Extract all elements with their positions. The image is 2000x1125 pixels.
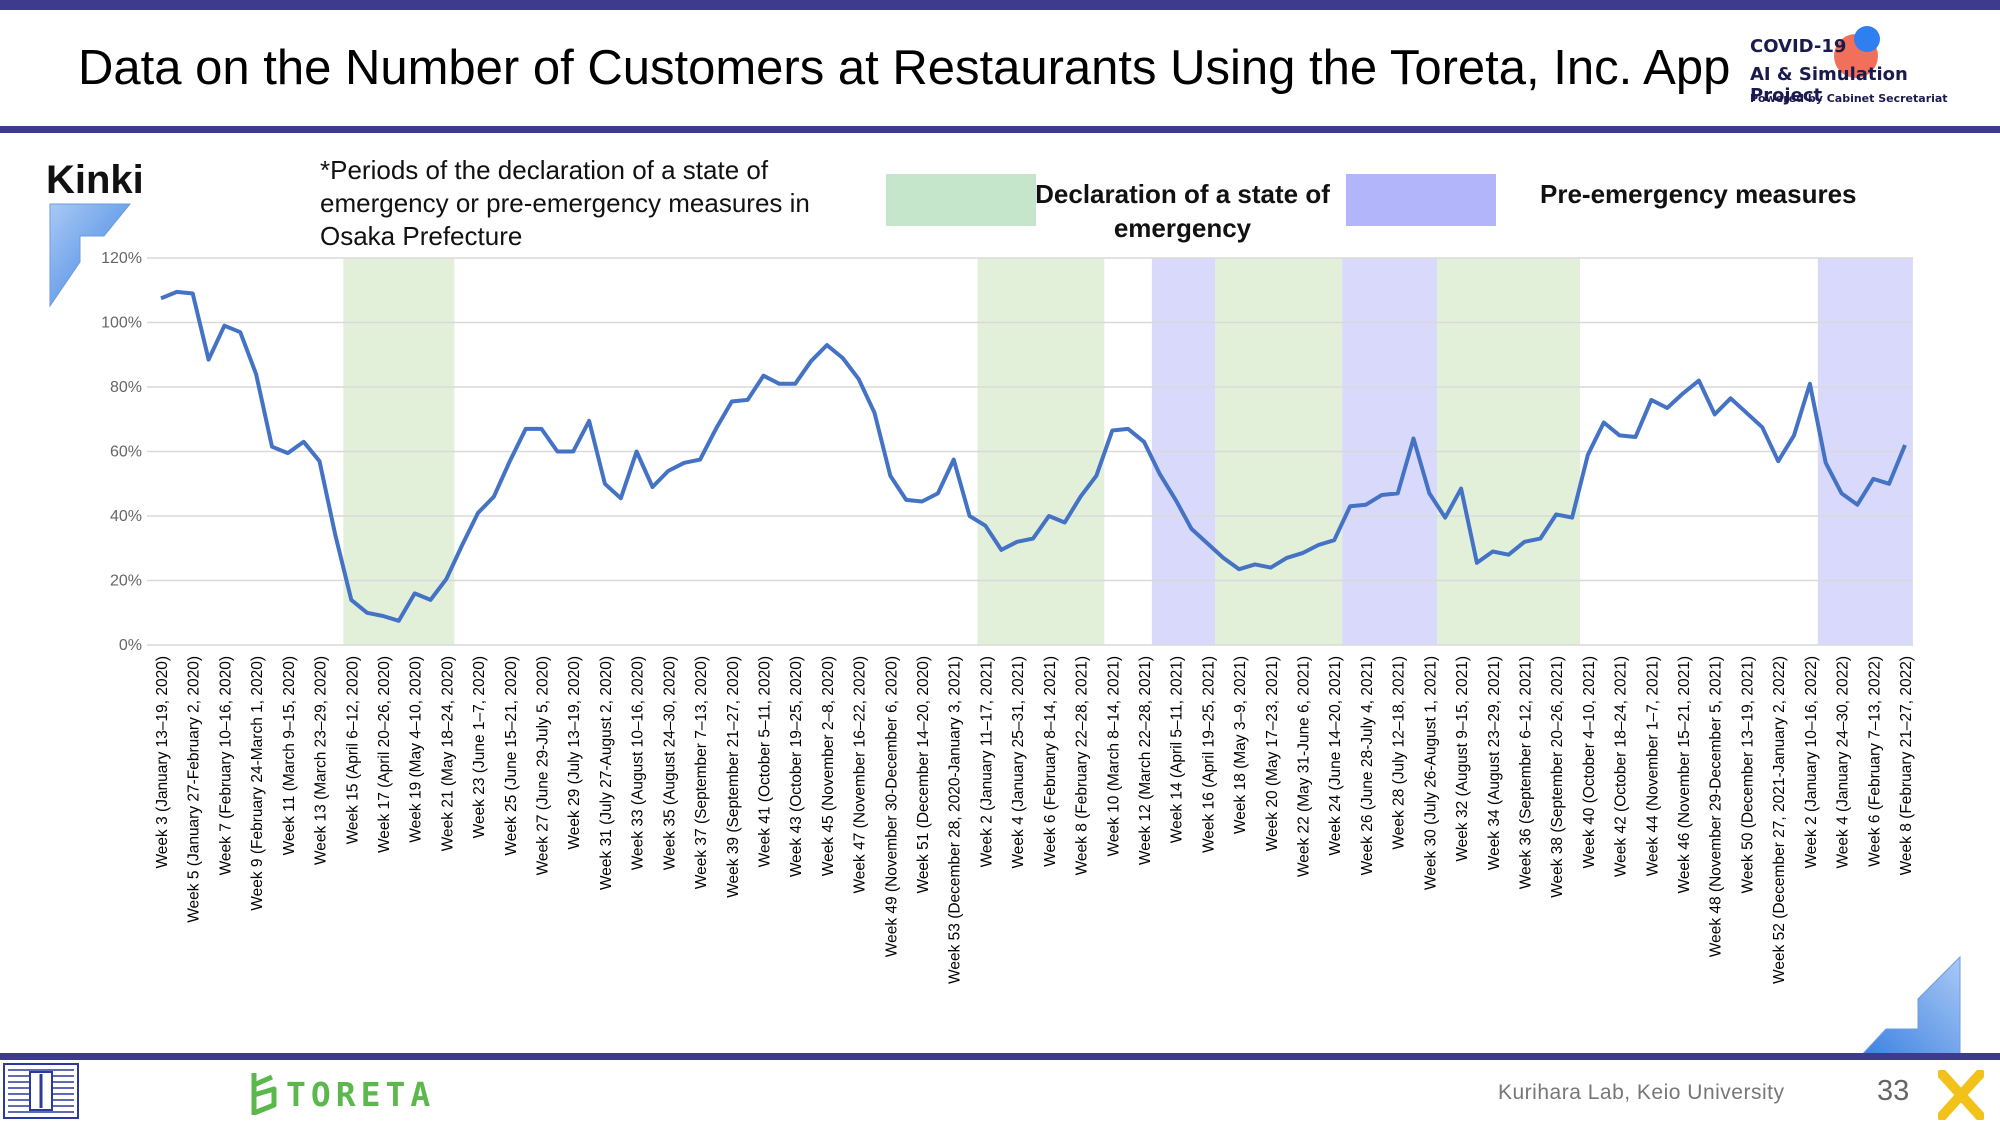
corner-arrow-icon xyxy=(49,203,132,308)
x-tick-label: Week 20 (May 17–23, 2021) xyxy=(1264,656,1281,851)
x-tick-label: Week 43 (October 19–25, 2020) xyxy=(788,656,805,877)
legend-swatch-emergency xyxy=(886,174,1036,226)
x-tick-label: Week 31 (July 27-August 2, 2020) xyxy=(598,656,615,890)
logo-blue-dot xyxy=(1854,26,1880,52)
x-tick-label: Week 26 (June 28-July 4, 2021) xyxy=(1359,656,1376,875)
series-line xyxy=(160,289,1907,623)
x-tick-label: Week 53 (December 28, 2020-January 3, 20… xyxy=(947,656,964,984)
y-tick-label: 60% xyxy=(110,444,142,461)
x-tick-label: Week 48 (November 29-December 5, 2021) xyxy=(1708,656,1725,957)
x-tick-label: Week 17 (April 20–26, 2020) xyxy=(376,656,393,853)
x-tick-label: Week 13 (March 23–29, 2020) xyxy=(313,656,330,865)
x-tick-label: Week 6 (February 7–13, 2022) xyxy=(1866,656,1883,867)
x-tick-label: Week 10 (March 8–14, 2021) xyxy=(1105,656,1122,856)
legend-label-emergency: Declaration of a state of emergency xyxy=(1035,179,1330,243)
x-tick-label: Week 21 (May 18–24, 2020) xyxy=(439,656,456,851)
y-tick-label: 40% xyxy=(110,508,142,525)
legend-label-pre-emergency: Pre-emergency measures xyxy=(1540,179,1857,209)
project-logo: COVID-19 AI & Simulation Project Powered… xyxy=(1742,24,1982,114)
footer-rule xyxy=(0,1053,2000,1060)
x-tick-label: Week 41 (October 5–11, 2020) xyxy=(756,656,773,867)
cross-mark-icon xyxy=(1938,1070,1984,1120)
x-tick-label: Week 29 (July 13–19, 2020) xyxy=(566,656,583,850)
x-tick-label: Week 8 (February 21–27, 2022) xyxy=(1898,656,1915,875)
y-tick-label: 80% xyxy=(110,379,142,396)
y-tick-label: 100% xyxy=(101,315,142,332)
x-tick-label: Week 12 (March 22–28, 2021) xyxy=(1137,656,1154,865)
x-tick-label: Week 5 (January 27-February 2, 2020) xyxy=(186,656,203,923)
y-tick-label: 120% xyxy=(101,250,142,267)
x-tick-label: Week 7 (February 10–16, 2020) xyxy=(217,656,234,875)
logo-line-2: AI & Simulation Project xyxy=(1750,64,1908,106)
logo-line-1: COVID-19 xyxy=(1750,36,1847,57)
x-tick-label: Week 2 (January 11–17, 2021) xyxy=(978,656,995,867)
x-tick-label: Week 40 (October 4–10, 2021) xyxy=(1581,656,1598,869)
x-tick-label: Week 33 (August 10–16, 2020) xyxy=(630,656,647,870)
x-tick-label: Week 2 (January 10–16, 2022) xyxy=(1803,656,1820,869)
x-tick-label: Week 14 (April 5–11, 2021) xyxy=(1169,656,1186,843)
x-tick-label: Week 23 (June 1–7, 2020) xyxy=(471,656,488,838)
x-tick-label: Week 42 (October 18–24, 2021) xyxy=(1613,656,1630,877)
x-tick-label: Week 19 (May 4–10, 2020) xyxy=(408,656,425,843)
x-tick-label: Week 38 (September 20–26, 2021) xyxy=(1549,656,1566,898)
x-tick-label: Week 36 (September 6–12, 2021) xyxy=(1517,656,1534,889)
x-tick-label: Week 24 (June 14–20, 2021) xyxy=(1327,656,1344,856)
page-title: Data on the Number of Customers at Resta… xyxy=(78,41,1731,95)
x-tick-label: Week 32 (August 9–15, 2021) xyxy=(1454,656,1471,862)
x-tick-label: Week 3 (January 13–19, 2020) xyxy=(154,656,171,869)
x-tick-label: Week 28 (July 12–18, 2021) xyxy=(1391,656,1408,850)
toreta-brand: TORETA xyxy=(286,1074,436,1114)
x-tick-label: Week 30 (July 26-August 1, 2021) xyxy=(1422,656,1439,890)
footer-lab: Kurihara Lab, Keio University xyxy=(1498,1081,1785,1104)
x-tick-label: Week 15 (April 6–12, 2020) xyxy=(344,656,361,844)
x-tick-label: Week 4 (January 24–30, 2022) xyxy=(1835,656,1852,869)
x-tick-label: Week 22 (May 31-June 6, 2021) xyxy=(1296,656,1313,877)
x-tick-label: Week 16 (April 19–25, 2021) xyxy=(1200,656,1217,853)
x-tick-label: Week 35 (August 24–30, 2020) xyxy=(661,656,678,870)
x-tick-label: Week 6 (February 8–14, 2021) xyxy=(1042,656,1059,867)
legend-swatch-pre-emergency xyxy=(1346,174,1496,226)
x-tick-label: Week 8 (February 22–28, 2021) xyxy=(1074,656,1091,875)
x-tick-label: Week 46 (November 15–21, 2021) xyxy=(1676,656,1693,894)
period-note: *Periods of the declaration of a state o… xyxy=(320,155,810,251)
x-tick-label: Week 39 (September 21–27, 2020) xyxy=(725,656,742,898)
x-tick-label: Week 50 (December 13–19, 2021) xyxy=(1739,656,1756,894)
x-tick-label: Week 11 (March 9–15, 2020) xyxy=(281,656,298,855)
corner-arrow-icon-bottom xyxy=(1856,955,1961,1060)
header-rule xyxy=(0,126,2000,133)
toreta-mark-icon xyxy=(251,1073,277,1116)
x-tick-label: Week 45 (November 2–8, 2020) xyxy=(820,656,837,876)
x-tick-label: Week 52 (December 27, 2021-January 2, 20… xyxy=(1771,656,1788,984)
top-bar xyxy=(0,0,2000,10)
toreta-logo: TORETA xyxy=(248,1070,435,1118)
x-tick-label: Week 4 (January 25–31, 2021) xyxy=(1010,656,1027,869)
y-tick-label: 0% xyxy=(119,637,142,654)
region-label: Kinki xyxy=(46,158,144,202)
x-tick-label: Week 9 (February 24-March 1, 2020) xyxy=(249,656,266,911)
page-number: 33 xyxy=(1877,1075,1910,1107)
x-tick-label: Week 34 (August 23–29, 2021) xyxy=(1486,656,1503,870)
x-tick-label: Week 25 (June 15–21, 2020) xyxy=(503,656,520,856)
x-tick-label: Week 51 (December 14–20, 2020) xyxy=(915,656,932,894)
university-logo-icon xyxy=(3,1063,79,1119)
y-tick-label: 20% xyxy=(110,573,142,590)
x-tick-label: Week 27 (June 29-July 5, 2020) xyxy=(535,656,552,875)
x-tick-label: Week 44 (November 1–7, 2021) xyxy=(1644,656,1661,876)
logo-line-3: Powered by Cabinet Secretariat xyxy=(1750,92,1948,105)
x-tick-label: Week 47 (November 16–22, 2020) xyxy=(852,656,869,894)
x-tick-label: Week 49 (November 30-December 6, 2020) xyxy=(883,656,900,957)
x-tick-label: Week 18 (May 3–9, 2021) xyxy=(1232,656,1249,834)
x-tick-label: Week 37 (September 7–13, 2020) xyxy=(693,656,710,889)
